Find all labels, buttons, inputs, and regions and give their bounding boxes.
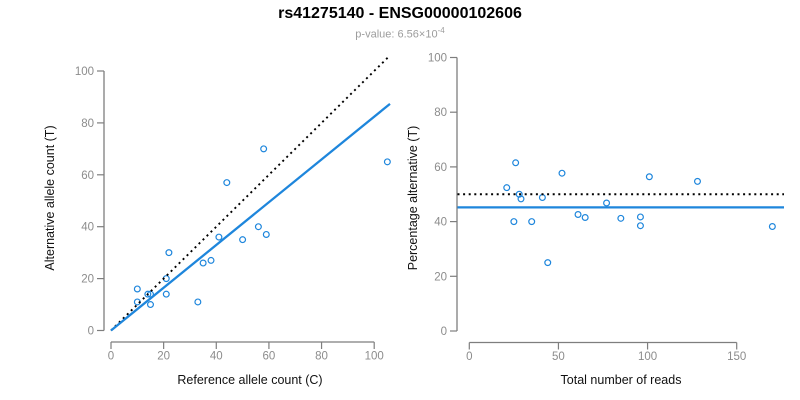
- data-point: [636, 222, 644, 230]
- data-point: [133, 285, 141, 293]
- x-tick-label: 20: [157, 351, 170, 363]
- x-axis-title: Total number of reads: [561, 373, 682, 387]
- data-point: [517, 195, 525, 203]
- pvalue-text: p-value: 6.56×10: [355, 28, 438, 41]
- x-tick-label: 100: [638, 351, 657, 363]
- x-tick-label: 60: [263, 351, 276, 363]
- data-point: [503, 184, 511, 192]
- pvalue-exponent: -4: [437, 26, 445, 35]
- y-tick-label: 60: [81, 170, 94, 182]
- x-axis-title: Reference allele count (C): [177, 373, 322, 387]
- figure-title: rs41275140 - ENSG00000102606: [278, 5, 522, 22]
- data-point: [383, 158, 391, 166]
- y-tick-label: 100: [75, 66, 94, 78]
- data-point: [645, 173, 653, 181]
- data-point: [528, 218, 536, 226]
- x-tick-label: 80: [315, 351, 328, 363]
- y-axis-title: Alternative allele count (T): [43, 125, 57, 270]
- data-point: [538, 194, 546, 202]
- data-point: [617, 214, 625, 222]
- fit-line: [110, 102, 391, 332]
- identity-line: [110, 54, 391, 332]
- y-tick-label: 80: [81, 118, 94, 130]
- y-tick-label: 40: [434, 217, 447, 229]
- data-point: [260, 145, 268, 153]
- data-point: [223, 179, 231, 187]
- data-point: [510, 218, 518, 226]
- y-tick-label: 40: [81, 222, 94, 234]
- pvalue-subtitle: p-value: 6.56×10-4: [0, 26, 800, 41]
- data-point: [574, 210, 582, 218]
- data-point: [254, 223, 262, 231]
- data-point: [262, 230, 270, 238]
- y-tick-label: 100: [428, 53, 447, 65]
- x-tick-label: 50: [552, 351, 565, 363]
- data-point: [544, 259, 552, 267]
- data-point: [581, 213, 589, 221]
- data-point: [512, 159, 520, 167]
- y-tick-label: 20: [434, 271, 447, 283]
- data-point: [558, 169, 566, 177]
- x-tick-label: 150: [727, 351, 746, 363]
- y-tick-label: 0: [88, 326, 94, 338]
- allele-count-scatter: 0 20 40 60 80 100 0 20 40 60 80 100 Reference allele…: [43, 54, 391, 387]
- x-tick-label: 100: [365, 351, 384, 363]
- x-tick-label: 40: [210, 351, 223, 363]
- x-tick-label: 0: [466, 351, 472, 363]
- data-point: [693, 177, 701, 185]
- y-tick-label: 80: [434, 107, 447, 119]
- percentage-scatter: 0 20 40 60 80 100 0 50 100 150 Total number of rea…: [406, 53, 784, 387]
- data-point: [165, 249, 173, 257]
- data-point: [146, 301, 154, 309]
- data-point: [199, 259, 207, 267]
- data-point: [207, 256, 215, 264]
- data-point: [215, 233, 223, 241]
- data-point: [603, 199, 611, 207]
- y-tick-label: 0: [441, 326, 447, 338]
- data-point: [768, 223, 776, 231]
- x-tick-label: 0: [108, 351, 114, 363]
- y-tick-label: 60: [434, 162, 447, 174]
- data-point: [239, 236, 247, 244]
- y-axis-title: Percentage alternative (T): [406, 126, 420, 271]
- data-point: [194, 298, 202, 306]
- y-tick-label: 20: [81, 274, 94, 286]
- data-point: [144, 290, 152, 298]
- data-point: [636, 213, 644, 221]
- data-point: [162, 290, 170, 298]
